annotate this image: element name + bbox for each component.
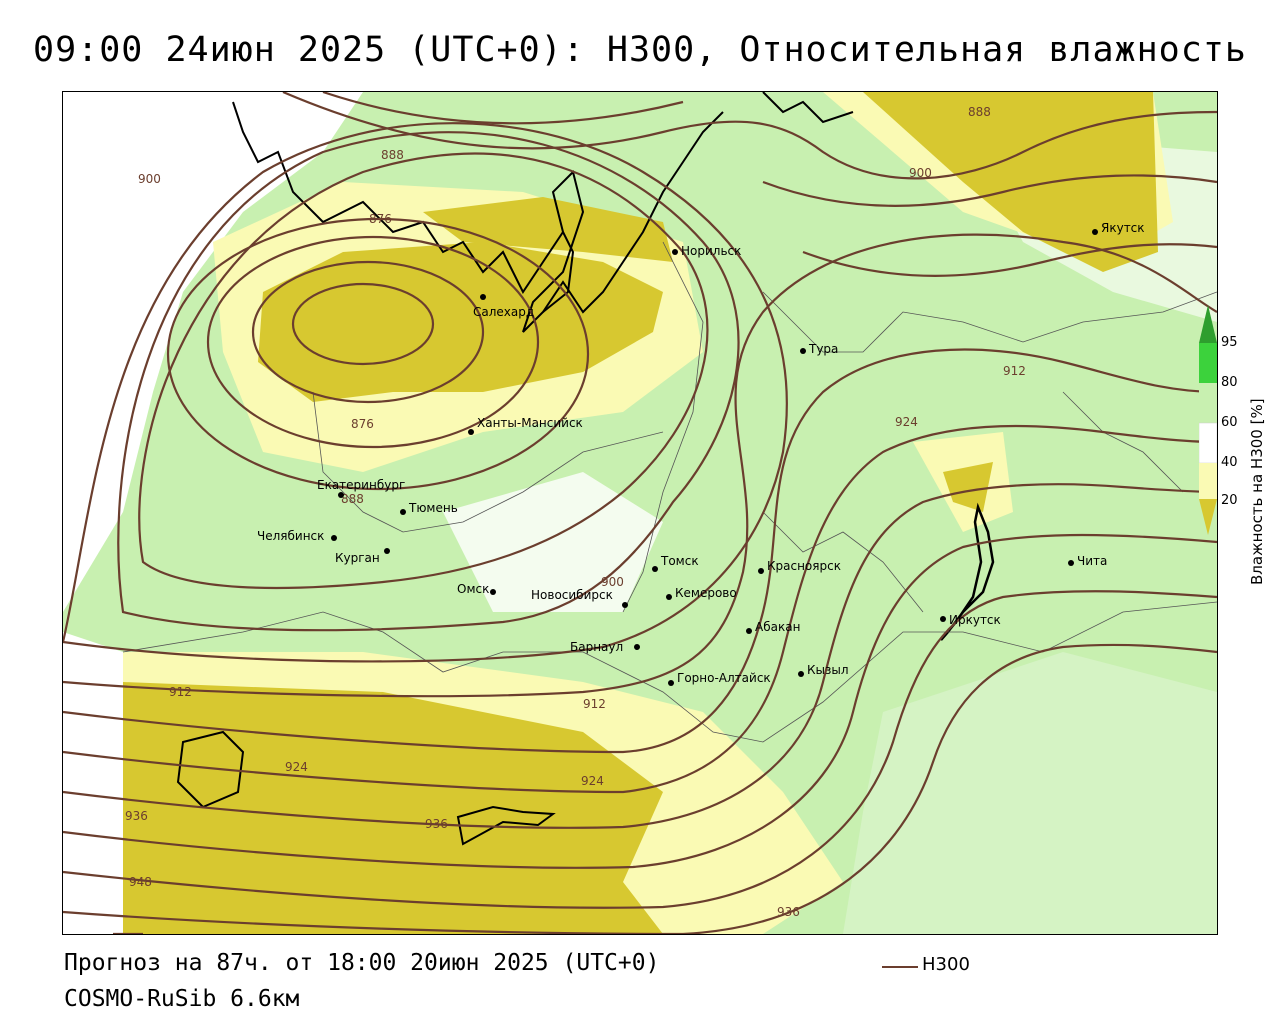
city-label: Курган	[335, 551, 380, 565]
forecast-info: Прогноз на 87ч. от 18:00 20июн 2025 (UTC…	[64, 950, 660, 976]
city-label: Норильск	[681, 244, 741, 258]
contour-label: 912	[1003, 364, 1026, 378]
humidity-area-south-dry	[123, 682, 663, 934]
city-label: Новосибирск	[531, 588, 613, 602]
humidity-area-northeast-dry	[863, 92, 1158, 272]
contour-label-group: 888 900 876 888 900 912 924 876 888 900 …	[125, 105, 1026, 919]
contour-label: 912	[169, 685, 192, 699]
colorbar-tick: 60	[1221, 415, 1238, 430]
city-label: Ханты-Мансийск	[477, 416, 583, 430]
colorbar-tick: 20	[1221, 493, 1238, 508]
colorbar-tick: 40	[1221, 455, 1238, 470]
map-panel: 888 900 876 888 900 912 924 876 888 900 …	[62, 91, 1218, 935]
colorbar-swatch	[1199, 383, 1217, 423]
contour-label: 948	[129, 875, 152, 889]
taymyr-coast	[762, 92, 854, 124]
map-canvas: 888 900 876 888 900 912 924 876 888 900 …	[63, 92, 1217, 934]
arctic-coastline	[232, 101, 724, 333]
colorbar-tick: 95	[1221, 335, 1238, 350]
city-marker	[634, 644, 640, 650]
city-marker	[668, 680, 674, 686]
map-title: 09:00 24июн 2025 (UTC+0): H300, Относите…	[33, 30, 1247, 70]
contour-label: 936	[125, 809, 148, 823]
city-marker	[800, 348, 806, 354]
humidity-area-sw	[63, 632, 123, 934]
colorbar-svg	[1198, 305, 1218, 535]
model-name: COSMO-RuSib 6.6км	[64, 986, 300, 1012]
contour-label: 924	[895, 415, 918, 429]
city-label: Иркутск	[949, 613, 1001, 627]
city-label: Абакан	[755, 620, 800, 634]
city-marker	[622, 602, 628, 608]
city-group: Салехард Норильск Якутск Тура Ханты-Манс…	[257, 221, 1145, 686]
city-label: Кемерово	[675, 586, 737, 600]
colorbar-title: Влажность на H300 [%]	[1248, 398, 1266, 585]
lake-balkhash-region	[176, 730, 245, 809]
city-marker	[798, 671, 804, 677]
contour-label: 936	[777, 905, 800, 919]
ob-bay-coast	[542, 231, 575, 313]
city-marker	[468, 429, 474, 435]
city-marker	[652, 566, 658, 572]
humidity-area-yamal-dry	[423, 197, 673, 262]
city-marker	[672, 249, 678, 255]
h300-legend-line	[882, 966, 918, 968]
city-marker	[1092, 229, 1098, 235]
city-label: Тюмень	[408, 501, 458, 515]
city-label: Омск	[457, 582, 489, 596]
admin-borders	[122, 241, 1217, 743]
city-marker	[1068, 560, 1074, 566]
humidity-area-se	[843, 652, 1217, 934]
city-label: Салехард	[473, 305, 534, 319]
h300-contours	[63, 92, 1217, 934]
city-label: Красноярск	[767, 559, 841, 573]
contour-label: 888	[341, 492, 364, 506]
colorbar	[1198, 305, 1218, 535]
city-label: Горно-Алтайск	[677, 671, 771, 685]
colorbar-swatch	[1198, 422, 1218, 464]
colorbar-swatch	[1199, 305, 1217, 343]
city-label: Барнаул	[570, 640, 623, 654]
city-marker	[666, 594, 672, 600]
city-marker	[746, 628, 752, 634]
city-marker	[758, 568, 764, 574]
city-label: Челябинск	[257, 529, 324, 543]
city-marker	[331, 535, 337, 541]
city-marker	[480, 294, 486, 300]
lake-baikal	[940, 502, 995, 641]
humidity-area-west	[63, 92, 363, 612]
colorbar-swatch	[1199, 463, 1217, 499]
city-label: Якутск	[1101, 221, 1145, 235]
contour-label: 900	[909, 166, 932, 180]
contour-label: 912	[583, 697, 606, 711]
colorbar-swatch	[1199, 499, 1217, 535]
colorbar-swatch	[1199, 343, 1217, 383]
city-marker	[940, 616, 946, 622]
city-label: Екатеринбург	[317, 478, 405, 492]
contour-label: 924	[285, 760, 308, 774]
contour-label: 888	[968, 105, 991, 119]
humidity-area-north-dry	[258, 242, 663, 402]
h300-legend-label: H300	[922, 954, 970, 975]
contour-label: 876	[369, 212, 392, 226]
city-marker	[338, 492, 344, 498]
city-marker	[400, 509, 406, 515]
lake-issyk-kul-region	[456, 805, 556, 846]
city-label: Чита	[1077, 554, 1107, 568]
city-marker	[490, 589, 496, 595]
contour-label: 936	[425, 817, 448, 831]
contour-label: 924	[581, 774, 604, 788]
city-label: Томск	[660, 554, 699, 568]
colorbar-tick: 80	[1221, 375, 1238, 390]
city-label: Тура	[808, 342, 838, 356]
contour-label: 888	[381, 148, 404, 162]
contour-label: 900	[601, 575, 624, 589]
contour-label: 900	[138, 172, 161, 186]
city-marker	[384, 548, 390, 554]
contour-label: 876	[351, 417, 374, 431]
humidity-area-small-dry	[943, 462, 993, 512]
city-label: Кызыл	[807, 663, 849, 677]
